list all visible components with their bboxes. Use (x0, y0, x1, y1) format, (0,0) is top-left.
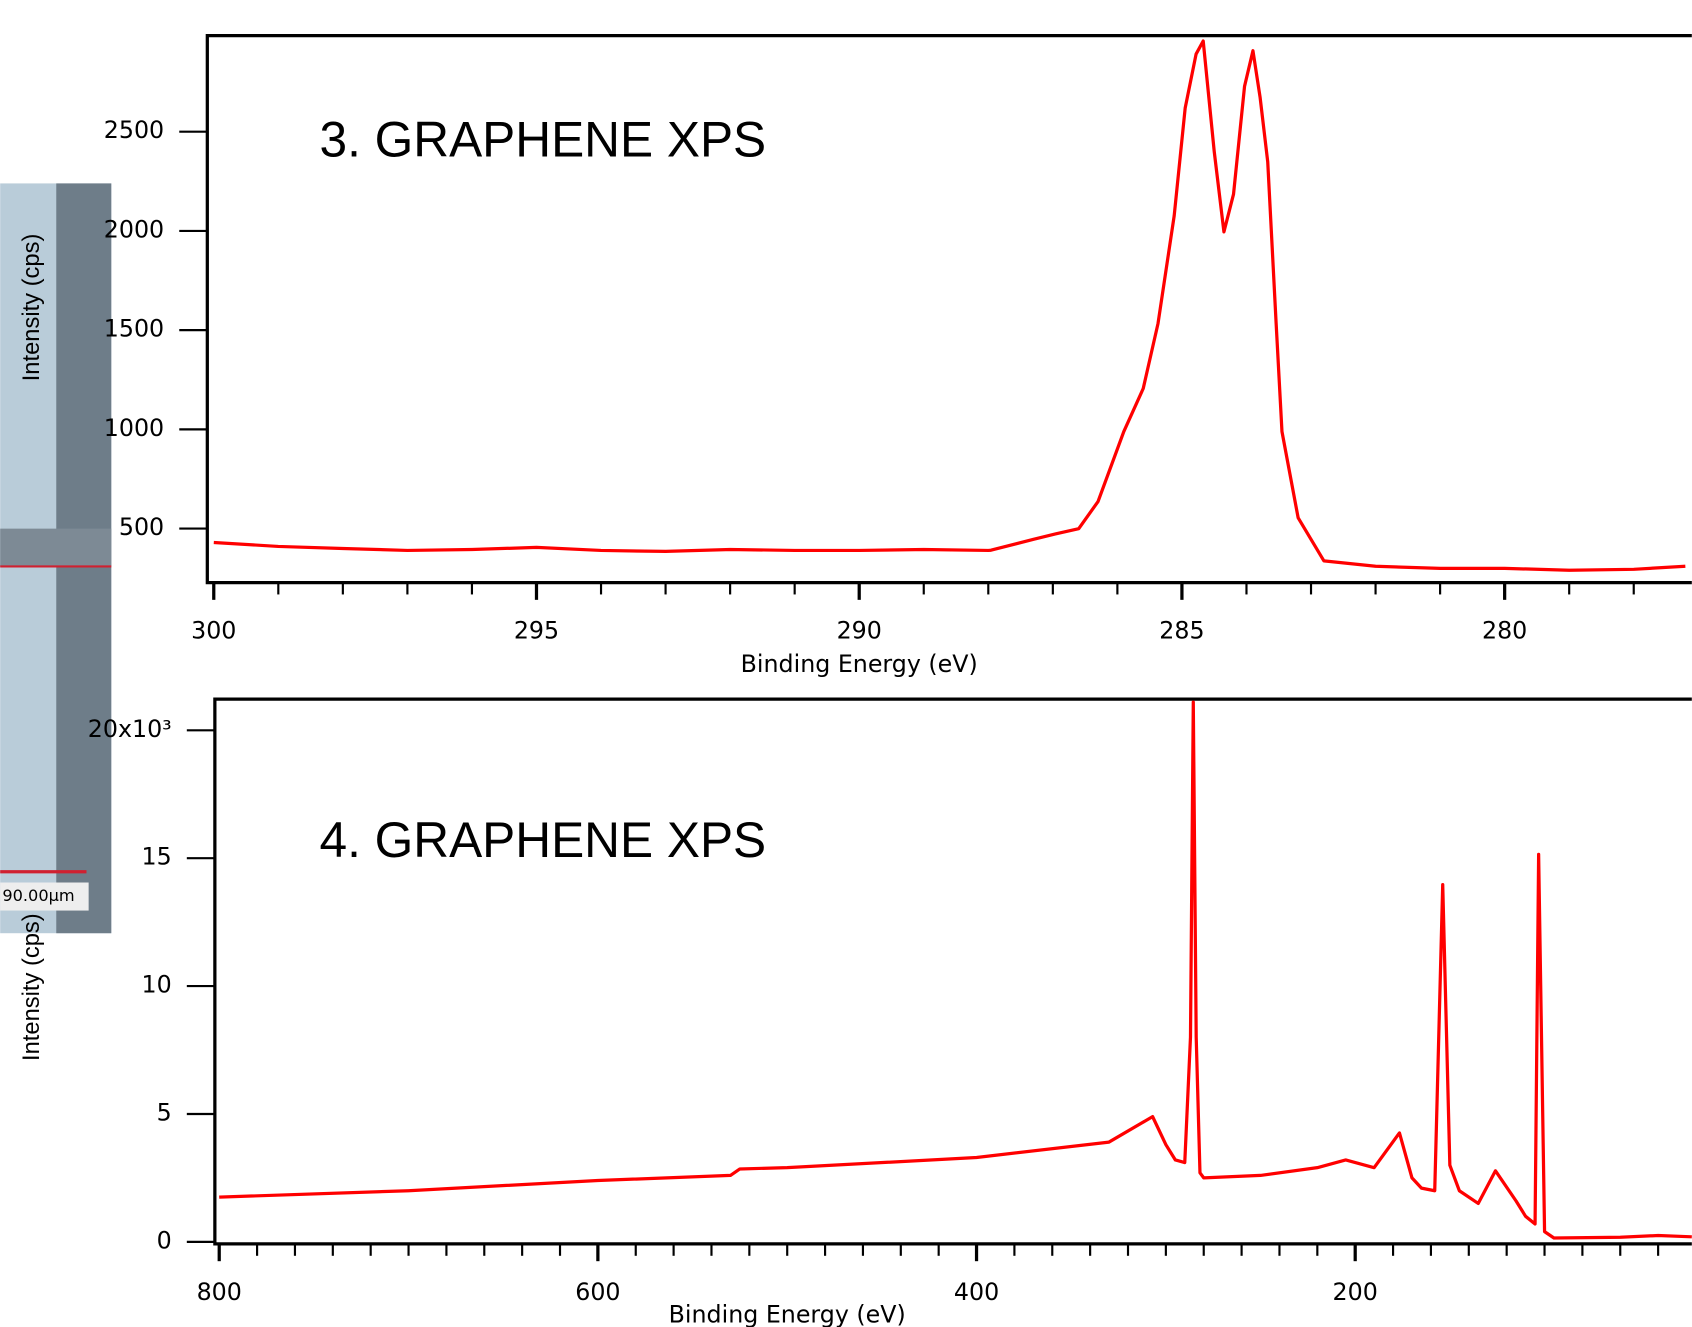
x-axis-label: Binding Energy (eV) (669, 1301, 906, 1327)
x-tick-label: 800 (197, 1278, 242, 1306)
y-tick-label: 15 (142, 843, 172, 871)
y-tick-label: 1000 (104, 414, 164, 442)
title: 3. GRAPHENE XPS (320, 112, 767, 168)
y-tick-label: 2000 (104, 215, 164, 243)
y-tick-label: 20x10³ (88, 715, 172, 743)
inset-strip (0, 528, 112, 567)
x-axis-label: Binding Energy (eV) (741, 650, 978, 678)
chart: 500 1000 1500 2000 2500 300 295 290 285 280 3. GRA… (19, 33, 1692, 678)
title: 4. GRAPHENE XPS (320, 812, 767, 868)
spectrum-line (213, 39, 1686, 572)
x-tick-label: 290 (837, 617, 882, 645)
x-tick-label: 300 (191, 617, 236, 645)
x-tick-label: 200 (1333, 1278, 1378, 1306)
scale-label-box (0, 882, 89, 911)
y-axis-label: Intensity (cps) (19, 234, 45, 382)
scale-label: 90.00μm (2, 886, 74, 905)
x-tick-label: 285 (1159, 617, 1204, 645)
y-tick-label: 0 (157, 1226, 172, 1254)
axis-frame (213, 697, 1692, 1246)
y-tick-label: 10 (142, 971, 172, 999)
y-axis-label: Intensity (cps) (19, 913, 45, 1061)
axis-frame (205, 33, 1692, 585)
y-tick-label: 5 (157, 1098, 172, 1126)
x-tick-label: 600 (575, 1278, 620, 1306)
y-tick-label: 500 (119, 513, 164, 541)
chart: 0 5 10 15 20x10³ 800 600 400 200 4. GRAPHENE XPS B… (19, 697, 1692, 1327)
x-tick-label: 400 (954, 1278, 999, 1306)
y-tick-label: 2500 (104, 116, 164, 144)
x-tick-label: 280 (1482, 617, 1527, 645)
x-tick-label: 295 (514, 617, 559, 645)
y-tick-label: 1500 (104, 315, 164, 343)
spectrum-line (219, 700, 1692, 1240)
microscope-inset: 90.00μm (0, 183, 112, 934)
